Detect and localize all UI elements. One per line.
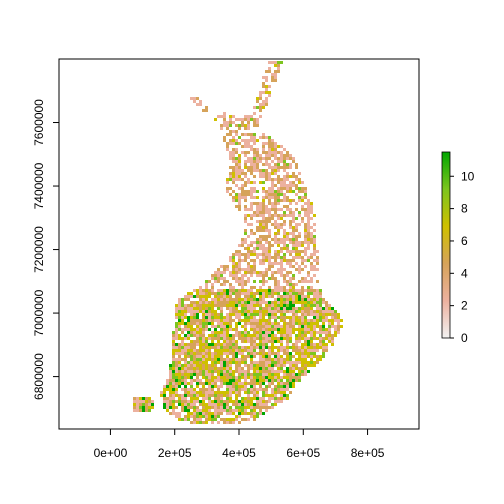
y-tick-label: 7200000 [32, 226, 46, 273]
color-legend: 0 2 4 6 8 10 [441, 151, 475, 345]
y-tick-label: 7400000 [32, 162, 46, 209]
y-tick-label: 6800000 [32, 353, 46, 400]
x-tick-label: 8e+05 [351, 446, 385, 460]
x-tick-label: 6e+05 [286, 446, 320, 460]
x-axis: 0e+00 2e+05 4e+05 6e+05 8e+05 [94, 428, 385, 460]
x-tick-label: 2e+05 [158, 446, 192, 460]
y-tick-label: 7000000 [32, 289, 46, 336]
raster-map [133, 61, 343, 424]
legend-tick-label: 0 [461, 331, 468, 345]
legend-color-bar [441, 151, 451, 339]
y-axis: 6800000 7000000 7200000 7400000 7600000 [32, 99, 60, 400]
y-tick-label: 7600000 [32, 99, 46, 146]
legend-ticks: 0 2 4 6 8 10 [450, 169, 475, 345]
legend-tick-label: 6 [461, 234, 468, 248]
x-tick-label: 0e+00 [94, 446, 128, 460]
x-tick-label: 4e+05 [222, 446, 256, 460]
legend-tick-label: 10 [461, 169, 475, 183]
legend-tick-label: 2 [461, 299, 468, 313]
legend-tick-label: 8 [461, 202, 468, 216]
legend-tick-label: 4 [461, 266, 468, 280]
